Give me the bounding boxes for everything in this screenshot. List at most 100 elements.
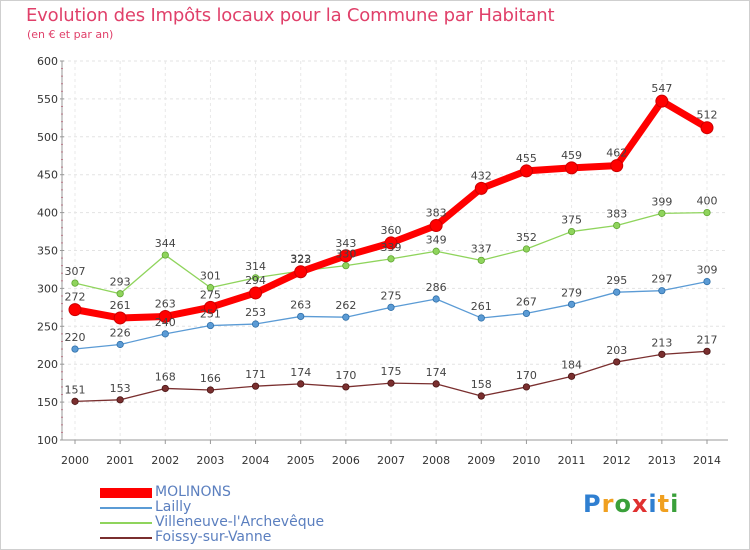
data-label: 171 bbox=[245, 368, 266, 381]
series-lailly bbox=[71, 277, 711, 353]
data-point bbox=[297, 380, 305, 388]
legend-item: Lailly bbox=[100, 499, 360, 515]
data-point bbox=[71, 397, 79, 405]
data-point bbox=[116, 396, 124, 404]
data-point bbox=[71, 279, 79, 287]
data-point bbox=[658, 287, 666, 295]
data-point bbox=[206, 386, 215, 394]
data-label: 383 bbox=[606, 207, 627, 220]
data-point bbox=[249, 286, 263, 300]
logo-letter: t bbox=[657, 490, 671, 518]
logo-letter: o bbox=[614, 490, 632, 518]
data-label: 220 bbox=[65, 331, 86, 344]
data-label: 262 bbox=[335, 299, 356, 312]
x-tick-label: 2001 bbox=[106, 454, 134, 467]
data-point bbox=[658, 209, 666, 217]
data-point bbox=[567, 372, 576, 380]
data-label: 337 bbox=[471, 242, 492, 255]
data-point bbox=[297, 312, 305, 321]
legend-item: Foissy-sur-Vanne bbox=[100, 529, 360, 545]
x-tick-label: 2008 bbox=[422, 454, 450, 467]
data-point bbox=[384, 236, 398, 250]
data-point bbox=[655, 94, 669, 108]
data-label: 432 bbox=[471, 169, 492, 182]
data-label: 301 bbox=[200, 270, 221, 283]
data-label: 267 bbox=[516, 295, 537, 308]
legend-label: Foissy-sur-Vanne bbox=[155, 529, 272, 545]
y-tick-label: 150 bbox=[37, 396, 58, 409]
data-point bbox=[432, 295, 440, 303]
x-tick-label: 2007 bbox=[377, 454, 405, 467]
data-label: 512 bbox=[697, 109, 718, 122]
data-label: 261 bbox=[471, 300, 492, 313]
data-label: 226 bbox=[110, 326, 131, 339]
data-point bbox=[703, 277, 711, 286]
data-label: 455 bbox=[516, 152, 537, 165]
data-point bbox=[565, 161, 579, 175]
legend-item: Villeneuve-l'Archevêque bbox=[100, 514, 360, 530]
x-tick-label: 2004 bbox=[242, 454, 270, 467]
data-point bbox=[251, 382, 260, 390]
data-label: 174 bbox=[426, 366, 447, 379]
data-label: 272 bbox=[65, 291, 86, 304]
legend-label: Lailly bbox=[155, 499, 192, 515]
data-label: 352 bbox=[516, 231, 537, 244]
data-point bbox=[342, 313, 350, 321]
data-label: 263 bbox=[155, 297, 176, 310]
data-label: 399 bbox=[651, 195, 672, 208]
data-label: 251 bbox=[200, 308, 221, 321]
data-point bbox=[387, 255, 395, 263]
x-tick-label: 2003 bbox=[196, 454, 224, 467]
data-label: 213 bbox=[651, 336, 672, 349]
data-label: 360 bbox=[381, 224, 402, 237]
data-label: 261 bbox=[110, 299, 131, 312]
data-label: 184 bbox=[561, 358, 582, 371]
data-label: 294 bbox=[245, 274, 266, 287]
series-foissy-sur-vanne bbox=[71, 347, 711, 405]
y-tick-label: 550 bbox=[37, 93, 58, 106]
data-label: 170 bbox=[516, 369, 537, 382]
y-tick-label: 200 bbox=[37, 358, 58, 371]
y-tick-label: 450 bbox=[37, 169, 58, 182]
data-label: 275 bbox=[381, 289, 402, 302]
data-point bbox=[294, 265, 308, 279]
data-label: 307 bbox=[65, 265, 86, 278]
legend-swatch bbox=[100, 507, 152, 509]
data-point bbox=[71, 345, 79, 353]
data-label: 459 bbox=[561, 149, 582, 162]
data-label: 400 bbox=[697, 195, 718, 208]
data-point bbox=[700, 121, 714, 135]
y-tick-label: 100 bbox=[37, 434, 58, 447]
data-point bbox=[116, 290, 124, 298]
data-point bbox=[342, 262, 350, 270]
data-point bbox=[703, 347, 711, 355]
data-label: 339 bbox=[381, 241, 402, 254]
data-point bbox=[522, 309, 531, 318]
series-villeneuve-l-archev-que bbox=[71, 209, 711, 298]
data-point bbox=[203, 300, 217, 314]
x-tick-label: 2005 bbox=[287, 454, 315, 467]
data-label: 175 bbox=[381, 365, 402, 378]
legend-swatch bbox=[100, 537, 152, 539]
data-label: 344 bbox=[155, 237, 176, 250]
y-tick-label: 600 bbox=[37, 55, 58, 68]
data-label: 253 bbox=[245, 306, 266, 319]
data-point bbox=[251, 320, 260, 328]
legend-item: MOLINONS bbox=[100, 484, 360, 500]
y-tick-label: 400 bbox=[37, 207, 58, 220]
data-point bbox=[613, 288, 621, 296]
legend-label: MOLINONS bbox=[155, 484, 231, 500]
chart-subtitle: (en € et par an) bbox=[27, 28, 114, 41]
data-point bbox=[387, 303, 395, 311]
x-tick-label: 2013 bbox=[648, 454, 676, 467]
data-point bbox=[432, 247, 440, 255]
data-point bbox=[477, 314, 485, 322]
data-label: 297 bbox=[651, 273, 672, 286]
logo-letter: i bbox=[670, 490, 680, 518]
data-label: 314 bbox=[245, 260, 266, 273]
data-label: 168 bbox=[155, 370, 176, 383]
x-tick-label: 2012 bbox=[603, 454, 631, 467]
chart-title: Evolution des Impôts locaux pour la Comm… bbox=[26, 5, 555, 26]
data-label: 174 bbox=[290, 366, 311, 379]
data-point bbox=[161, 384, 169, 393]
